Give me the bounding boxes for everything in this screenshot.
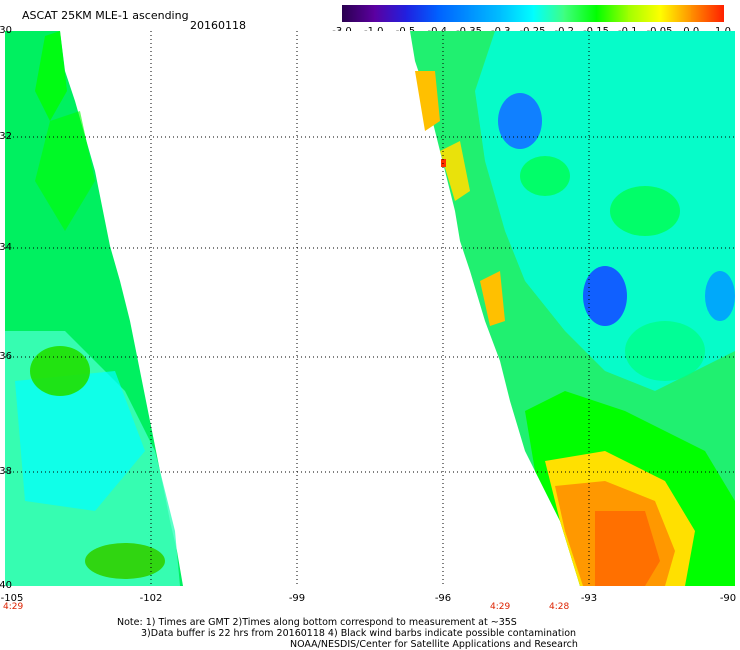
x-tick-label: -96 <box>434 593 452 604</box>
y-tick-label: -40 <box>0 580 12 591</box>
product-title: ASCAT 25KM MLE-1 ascending <box>22 9 189 22</box>
footer-note-2: 3)Data buffer is 22 hrs from 20160118 4)… <box>141 628 577 639</box>
right-swath <box>410 31 735 586</box>
time-label-right: 4:28 <box>549 602 570 612</box>
colorbar-segment <box>373 5 407 22</box>
x-tick-label: -90 <box>719 593 737 604</box>
colorbar-segment <box>659 5 693 22</box>
grid-lines <box>5 31 735 586</box>
y-tick-label: -36 <box>0 351 12 362</box>
time-label-mid: 4:29 <box>490 602 511 612</box>
colorbar <box>342 5 724 22</box>
x-tick-label: -105 <box>0 593 24 604</box>
y-tick-label: -34 <box>0 242 12 253</box>
colorbar-segment <box>469 5 502 22</box>
colorbar-segment <box>342 5 375 22</box>
x-tick-label: -99 <box>288 593 306 604</box>
wind-map <box>5 31 735 586</box>
colorbar-segment <box>405 5 439 22</box>
colorbar-segment <box>627 5 661 22</box>
colorbar-segment <box>532 5 566 22</box>
x-tick-label: -93 <box>580 593 598 604</box>
footer-note-1: Note: 1) Times are GMT 2)Times along bot… <box>117 617 517 628</box>
footer-credit: NOAA/NESDIS/Center for Satellite Applica… <box>290 639 578 650</box>
y-tick-label: -30 <box>0 25 12 36</box>
colorbar-segment <box>500 5 534 22</box>
colorbar-segment <box>691 5 724 22</box>
product-date: 20160118 <box>190 19 246 32</box>
colorbar-segment <box>596 5 629 22</box>
y-tick-label: -38 <box>0 466 12 477</box>
y-tick-label: -32 <box>0 131 12 142</box>
colorbar-segment <box>437 5 470 22</box>
colorbar-segment <box>564 5 597 22</box>
time-label-left: 4:29 <box>3 602 24 612</box>
x-tick-label: -102 <box>139 593 163 604</box>
left-swath <box>5 31 183 586</box>
